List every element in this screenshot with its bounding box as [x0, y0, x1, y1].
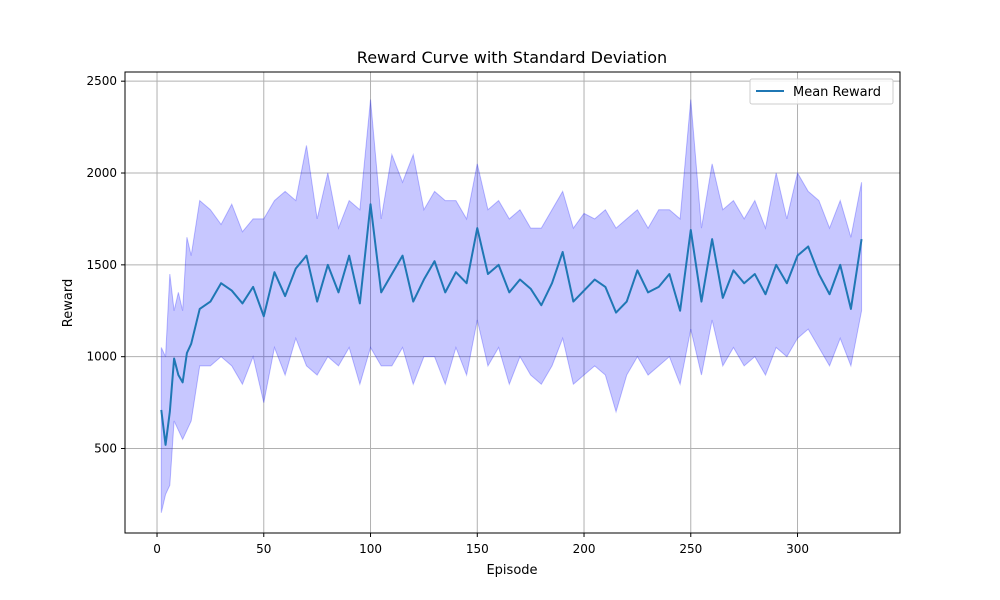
x-axis-ticks: 0 50 100 150 200 250 300	[153, 533, 809, 556]
x-tick-label: 250	[679, 542, 702, 556]
y-tick-label: 2500	[86, 74, 117, 88]
y-tick-label: 500	[94, 442, 117, 456]
mean-reward-line	[160, 203, 863, 446]
x-tick-label: 50	[256, 542, 271, 556]
mean-line-layer	[160, 203, 863, 446]
y-tick-label: 2000	[86, 166, 117, 180]
y-tick-label: 1000	[86, 350, 117, 364]
legend-label-mean-reward: Mean Reward	[793, 85, 881, 100]
grid	[125, 72, 900, 533]
std-band-layer	[160, 99, 863, 513]
x-tick-label: 150	[466, 542, 489, 556]
legend: Mean Reward	[749, 78, 894, 105]
y-axis-label: Reward	[61, 279, 76, 327]
std-band-area	[160, 99, 863, 513]
y-tick-label: 1500	[86, 258, 117, 272]
x-tick-label: 0	[153, 542, 161, 556]
y-axis-ticks: 500 1000 1500 2000 2500	[86, 74, 125, 456]
x-axis-label: Episode	[486, 563, 537, 578]
legend-box	[749, 78, 894, 105]
chart-title: Reward Curve with Standard Deviation	[357, 48, 667, 67]
plot-frame	[124, 71, 901, 534]
x-tick-label: 200	[573, 542, 596, 556]
x-tick-label: 100	[359, 542, 382, 556]
x-tick-label: 300	[786, 542, 809, 556]
